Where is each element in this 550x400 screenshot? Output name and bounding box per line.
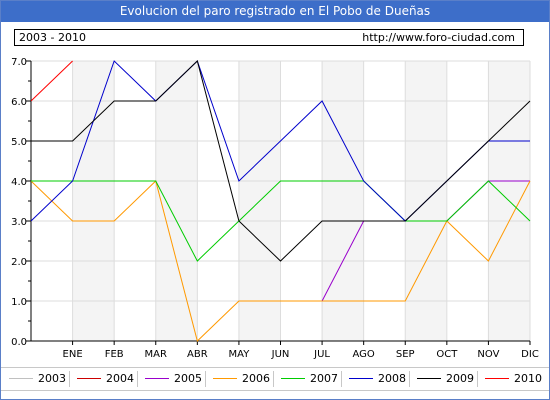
legend-swatch [281,378,305,379]
legend-label: 2005 [174,372,202,385]
x-tick-label: JUN [271,349,290,360]
legend-swatch [349,378,373,379]
legend-separator [477,371,478,387]
legend-item-2006: 2006 [209,368,277,390]
legend-item-2008: 2008 [345,368,413,390]
legend-label: 2006 [242,372,270,385]
x-tick-label: FEB [105,349,124,360]
legend-swatch [485,378,509,379]
line-chart: 0.0 1.0 2.0 3.0 4.0 5.0 6.0 7.0 ENE FEB MAR ABR MAY J… [11,57,539,360]
info-box: 2003 - 2010 http://www.foro-ciudad.com [14,29,524,46]
x-tick-label: ENE [63,349,83,360]
y-tick-label: 0.0 [11,337,27,348]
y-tick-label: 3.0 [11,217,27,228]
x-tick-label: MAY [229,349,251,360]
series-line-2007 [31,180,531,262]
x-tick-label: JUL [313,349,330,360]
legend-item-2003: 2003 [5,368,73,390]
y-tick-label: 5.0 [11,137,27,148]
x-tick-label: OCT [436,349,458,360]
legend-item-2009: 2009 [413,368,481,390]
legend-label: 2004 [106,372,134,385]
legend-separator [409,371,410,387]
series-line-2010 [30,60,73,102]
x-tick-label: AGO [353,349,375,360]
x-tick-label: MAR [145,349,167,360]
legend-swatch [9,378,33,379]
period-label: 2003 - 2010 [19,31,86,44]
x-tick-label: DIC [521,349,539,360]
legend-swatch [213,378,237,379]
legend-swatch [417,378,441,379]
legend-separator [69,371,70,387]
legend-separator [137,371,138,387]
legend-label: 2009 [446,372,474,385]
y-tick-label: 2.0 [11,257,27,268]
legend-separator [205,371,206,387]
y-tick-label: 6.0 [11,97,27,108]
legend-label: 2008 [378,372,406,385]
x-tick-label: SEP [396,349,415,360]
legend-label: 2003 [38,372,66,385]
y-tick-label: 1.0 [11,297,27,308]
legend-item-2004: 2004 [73,368,141,390]
plot-band [197,61,239,341]
legend-separator [341,371,342,387]
x-tick-label: ABR [187,349,208,360]
legend-item-2005: 2005 [141,368,209,390]
y-tick-label: 7.0 [11,57,27,68]
y-tick-label: 4.0 [11,177,27,188]
legend-swatch [145,378,169,379]
legend-item-2007: 2007 [277,368,345,390]
legend-separator [273,371,274,387]
chart-legend: 2003 2004 2005 2006 2007 2008 2009 2010 [1,367,549,391]
legend-label: 2007 [310,372,338,385]
legend-swatch [77,378,101,379]
legend-item-2010: 2010 [481,368,549,390]
plot-band [280,61,323,341]
series-line-2009 [31,60,531,262]
site-url[interactable]: http://www.foro-ciudad.com [362,31,515,44]
legend-label: 2010 [514,372,542,385]
x-tick-label: NOV [477,349,499,360]
chart-title: Evolucion del paro registrado en El Pobo… [1,1,549,22]
